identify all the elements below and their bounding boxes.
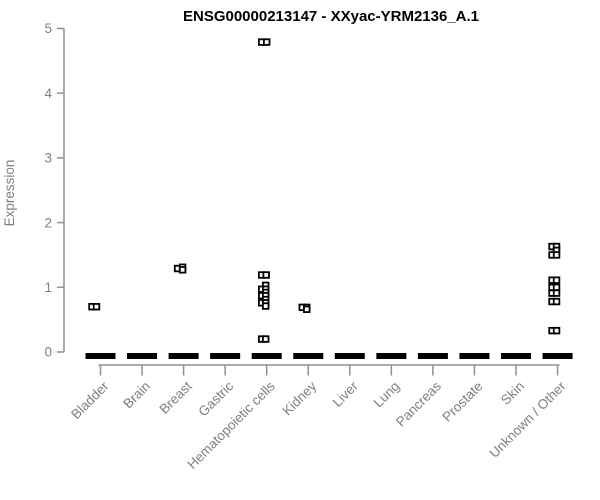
data-point [552,276,561,284]
data-point [262,271,270,279]
data-point [261,335,270,343]
y-tick-label: 3 [44,151,52,166]
data-point [92,303,101,311]
x-category-label: Prostate [439,379,485,425]
zero-cluster-bar [85,353,116,359]
x-category-label: Breast [157,378,195,416]
chart-title: ENSG00000213147 - XXyac-YRM2136_A.1 [183,8,479,25]
y-tick-label: 5 [44,21,52,36]
data-point [552,289,561,297]
x-category-label: Skin [498,379,527,408]
y-axis-label: Expression [2,160,17,227]
x-category-label: Bladder [68,378,112,422]
y-tick-label: 0 [44,345,52,360]
y-tick-label: 2 [44,215,52,230]
data-point [552,283,561,291]
data-point [178,266,187,274]
x-category-label: Lung [371,379,403,411]
y-tick-label: 4 [44,86,52,101]
data-points-layer [85,38,573,359]
data-point [552,251,561,259]
zero-cluster-bar [417,353,448,359]
x-category-label: Unknown / Other [486,378,569,461]
zero-cluster-bar [293,353,324,359]
x-category-label: Kidney [280,378,320,418]
data-point [261,302,270,310]
zero-cluster-bar [127,353,158,359]
zero-cluster-bar [251,353,282,359]
zero-cluster-bar [542,353,573,359]
zero-cluster-bar [210,353,241,359]
zero-cluster-bar [501,353,531,359]
zero-cluster-bar [376,353,407,359]
x-category-label: Brain [120,379,153,412]
data-point [552,326,561,335]
zero-cluster-bar [168,353,199,359]
data-point [303,305,311,313]
x-category-label: Gastric [195,378,236,419]
data-point [262,38,271,46]
zero-cluster-bar [334,353,365,359]
y-tick-label: 1 [44,280,52,295]
data-point [552,297,561,306]
x-category-label: Pancreas [393,378,444,429]
zero-cluster-bar [459,353,490,359]
x-category-label: Liver [330,378,362,410]
